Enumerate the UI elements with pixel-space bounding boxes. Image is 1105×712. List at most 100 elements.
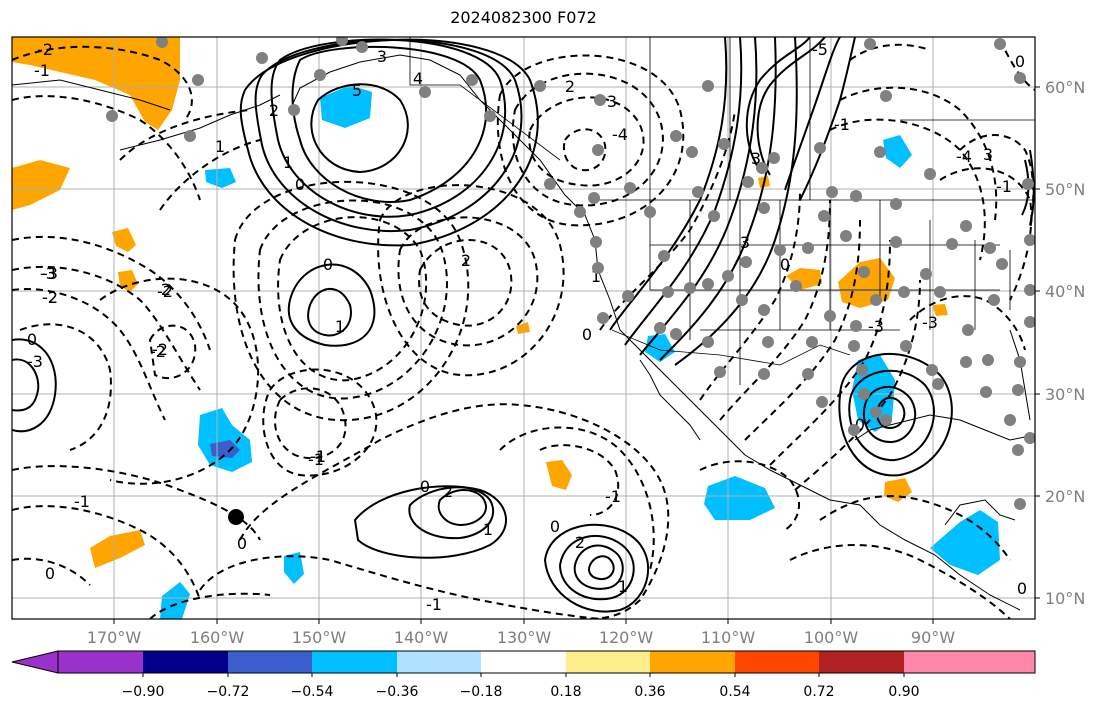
orange-area-small-2 (118, 270, 138, 292)
contour-label: 2 (565, 77, 575, 96)
contour-label: -4 (612, 125, 628, 144)
highlight-location-marker (228, 509, 244, 525)
contour-labels: 3 4 5 2 1 0 -1 -2 -3 3 2 1 0 -1 -2 -3 -4… (27, 40, 1027, 614)
contour-label: 2 (461, 251, 471, 270)
orange-area-gulf (884, 478, 912, 502)
colorbar-tick-label: −0.36 (376, 684, 419, 700)
contour-label: 3 (377, 47, 387, 66)
contour-label: -2 (42, 288, 58, 307)
contour-label: -1 (996, 177, 1012, 196)
contour-label: -3 (922, 313, 938, 332)
contour-label: -1 (605, 487, 621, 506)
lon-label: 100°W (804, 628, 859, 647)
contour-label: 3 (740, 233, 750, 252)
contour-label: 3 (751, 149, 761, 168)
colorbar-tick-label: −0.90 (122, 684, 165, 700)
latitude-labels: 60°N 50°N 40°N 30°N 20°N 10°N (1045, 78, 1085, 608)
colorbar-tick-label: −0.54 (291, 684, 334, 700)
map-panel: 3 4 5 2 1 0 -1 -2 -3 3 2 1 0 -1 -2 -3 -4… (12, 37, 1035, 619)
blue-area-south-2 (160, 582, 190, 619)
colorbar: −0.90 −0.72 −0.54 −0.36 −0.18 0.18 0.36 … (11, 650, 1036, 700)
orange-area-northwest (12, 37, 180, 130)
contour-label: 1 (483, 520, 493, 539)
blue-area-central-america (930, 510, 1000, 575)
lon-label: 170°W (87, 628, 142, 647)
political-borders (409, 37, 1035, 385)
contour-label: 0 (27, 330, 37, 349)
contour-label: 1 (215, 137, 225, 156)
contour-label: 1 (283, 153, 293, 172)
blue-area-hawaii (198, 408, 252, 472)
blue-area-canada (883, 135, 912, 168)
colorbar-outline (57, 650, 1036, 674)
contour-label: -1 (834, 115, 850, 134)
contour-label: 2 (161, 280, 171, 299)
colorbar-segment (481, 651, 566, 673)
contour-label: -2 (157, 282, 173, 301)
colorbar-tick-label: 0.18 (550, 684, 581, 700)
orange-area-midpacific (546, 460, 572, 490)
colorbar-segment (989, 651, 1035, 673)
lon-label: 110°W (701, 628, 756, 647)
contour-label: 0 (295, 175, 305, 194)
contour-label: 4 (413, 69, 423, 88)
contour-label: -3 (27, 352, 43, 371)
contour-label: 2 (575, 533, 585, 552)
colorbar-segments (11, 650, 1035, 674)
contour-label: 5 (352, 81, 362, 100)
colorbar-tick-labels: −0.90 −0.72 −0.54 −0.36 −0.18 0.18 0.36 … (122, 684, 920, 700)
station-markers (106, 37, 1035, 510)
contour-label: -1 (34, 61, 50, 80)
lat-label: 20°N (1045, 487, 1085, 506)
lat-label: 40°N (1045, 282, 1085, 301)
contour-label: 0 (550, 517, 560, 536)
colorbar-segment (650, 651, 735, 673)
colorbar-tick-label: 0.54 (719, 684, 750, 700)
contour-label: -3 (40, 264, 56, 283)
axis-ticks (113, 86, 1040, 624)
longitude-labels: 170°W 160°W 150°W 140°W 130°W 120°W 110°… (87, 628, 955, 647)
lat-label: 30°N (1045, 385, 1085, 404)
contour-label: -1 (74, 492, 90, 511)
contour-label: 0 (780, 255, 790, 274)
lon-label: 130°W (497, 628, 552, 647)
colorbar-segment (566, 651, 650, 673)
lat-label: 10°N (1045, 589, 1085, 608)
colorbar-segment (143, 651, 228, 673)
contour-label: 0 (582, 325, 592, 344)
contour-label: 0 (237, 534, 247, 553)
colorbar-segment (819, 651, 904, 673)
colorbar-segment (228, 651, 312, 673)
map-title: 2024082300 F072 (450, 8, 597, 27)
contour-label: 0 (420, 477, 430, 496)
colorbar-tick-label: 0.36 (634, 684, 665, 700)
orange-area-west (12, 160, 70, 210)
orange-area-southwest (90, 530, 145, 568)
contour-label: -5 (812, 40, 828, 59)
contour-label: -1 (426, 595, 442, 614)
contour-label: -2 (150, 342, 166, 361)
contour-label: -1 (310, 447, 326, 466)
contour-label: -2 (152, 340, 168, 359)
colorbar-extend-min (11, 650, 59, 674)
contour-label: -1 (308, 450, 324, 469)
contour-label: 3 (983, 145, 993, 164)
contour-label: 3 (607, 92, 617, 111)
contour-label: -1 (310, 447, 326, 466)
negative-contours (12, 39, 1035, 619)
lat-label: 50°N (1045, 180, 1085, 199)
orange-area-plains-2 (838, 258, 895, 308)
colorbar-tick-label: 0.90 (888, 684, 919, 700)
colorbar-tick-label: −0.72 (207, 684, 250, 700)
contour-label: 1 (618, 577, 628, 596)
colorbar-segment (397, 651, 481, 673)
contour-label: 0 (45, 564, 55, 583)
lon-label: 90°W (911, 628, 955, 647)
contour-label: 0 (323, 255, 333, 274)
contour-label: -3 (42, 264, 58, 283)
orange-area-small-1 (112, 228, 136, 252)
blue-area-south-1 (284, 552, 304, 584)
contour-label: -2 (42, 288, 58, 307)
orange-area-small-4 (932, 304, 948, 316)
